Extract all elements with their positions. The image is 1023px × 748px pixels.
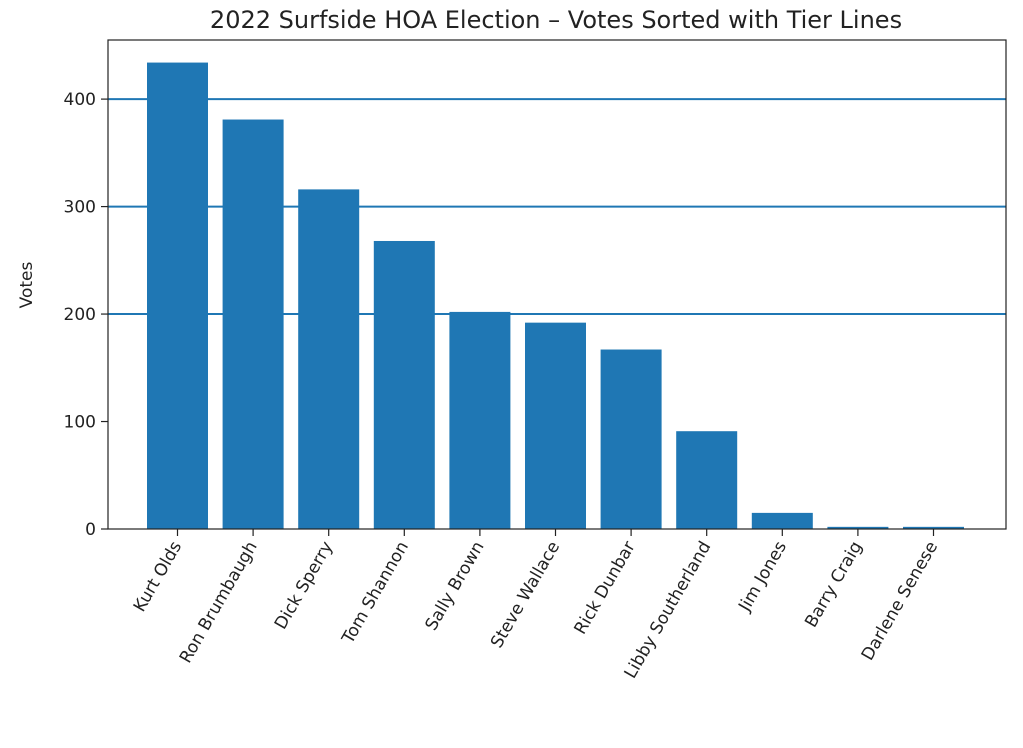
bars xyxy=(147,62,964,530)
x-tick-label: Sally Brown xyxy=(421,538,488,634)
bar xyxy=(298,189,360,529)
plot-frame xyxy=(107,39,1007,530)
bar xyxy=(676,431,738,529)
bar xyxy=(903,526,964,529)
y-tick-label: 0 xyxy=(85,520,96,540)
x-tick-label: Dick Sperry xyxy=(271,538,337,633)
y-axis-ticks: 0 100 200 300 400 xyxy=(64,90,108,540)
bar xyxy=(373,240,435,529)
x-tick-label: Jim Jones xyxy=(735,538,791,616)
y-tick-label: 300 xyxy=(64,198,96,218)
y-axis-label: Votes xyxy=(17,262,37,309)
x-tick-label: Steve Wallace xyxy=(487,538,564,652)
bar xyxy=(147,62,208,530)
x-tick-label: Rick Dunbar xyxy=(570,538,639,638)
y-tick-label: 400 xyxy=(64,90,96,110)
bar xyxy=(525,322,586,529)
bar xyxy=(600,349,662,529)
x-tick-label: Barry Craig xyxy=(801,538,866,631)
y-tick-label: 200 xyxy=(64,305,96,325)
x-tick-label: Darlene Senese xyxy=(858,538,942,664)
bar xyxy=(751,512,813,529)
bar xyxy=(827,526,889,529)
bar xyxy=(449,311,511,529)
chart-title: 2022 Surfside HOA Election – Votes Sorte… xyxy=(210,6,902,34)
y-tick-label: 100 xyxy=(64,413,96,433)
bar xyxy=(222,119,284,530)
x-tick-label: Tom Shannon xyxy=(338,538,413,648)
x-tick-label: Ron Brumbaugh xyxy=(176,538,262,667)
x-tick-label: Kurt Olds xyxy=(130,538,186,616)
x-tick-label: Libby Southerland xyxy=(621,538,716,682)
